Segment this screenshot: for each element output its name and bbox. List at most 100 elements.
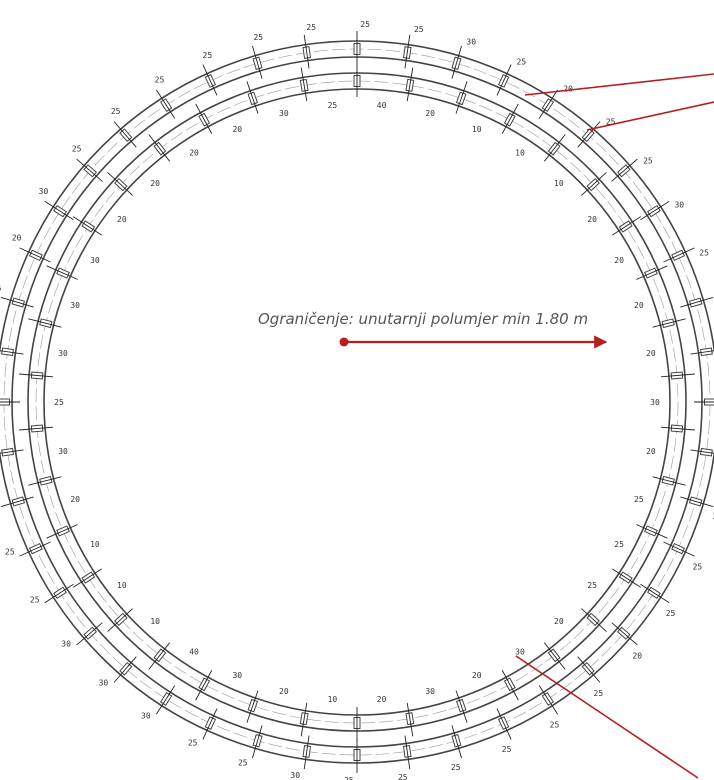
- outer-ring-dimension-tick: [202, 64, 218, 96]
- inner-ring-label: 10: [150, 617, 160, 626]
- outer-ring-dimension-tick: [690, 350, 714, 355]
- outer-ring-dimension-tick: [451, 725, 462, 759]
- inner-ring-segment-line: [35, 80, 679, 724]
- callout-line-1: [524, 73, 714, 96]
- inner-ring-dimension-tick: [195, 103, 213, 134]
- inner-ring-label: 20: [425, 109, 435, 118]
- outer-ring-label: 25: [111, 107, 121, 116]
- radius-annotation: Ograničenje: unutarnji polumjer min 1.80…: [258, 310, 608, 349]
- inner-ring-label: 30: [515, 647, 525, 656]
- outer-ring-label: 25: [594, 689, 604, 698]
- outer-ring-dimension-tick: [303, 34, 310, 69]
- outer-ring-dimension-tick: [577, 121, 601, 148]
- inner-ring-label: 30: [58, 447, 68, 456]
- outer-ring-label: 25: [238, 758, 248, 767]
- inner-ring-label: 30: [58, 349, 68, 358]
- outer-ring-label: 25: [155, 76, 165, 85]
- inner-ring-label: 20: [646, 349, 656, 358]
- outer-ring-label: 25: [72, 144, 82, 153]
- inner-ring-dimension-tick: [612, 568, 642, 588]
- inner-ring-label: 30: [425, 687, 435, 696]
- outer-ring-dimension-tick: [0, 350, 24, 355]
- outer-ring-dimension-tick: [76, 158, 103, 182]
- outer-ring-label: 25: [502, 745, 512, 754]
- outer-ring-label: 25: [360, 20, 370, 29]
- inner-ring-dimension-tick: [19, 426, 54, 431]
- outer-ring-label: 25: [30, 596, 40, 605]
- inner-ring-dimension-tick: [660, 373, 695, 378]
- outer-ring-outer-edge: [0, 40, 714, 764]
- outer-ring-label: 30: [141, 712, 151, 721]
- inner-ring-label: 30: [70, 301, 80, 310]
- outer-ring-label: 25: [0, 284, 2, 293]
- inner-ring-dimension-tick: [406, 67, 414, 102]
- inner-ring-label: 20: [189, 149, 199, 158]
- outer-ring-dimension-tick: [19, 541, 51, 557]
- outer-ring-label: 20: [563, 84, 573, 93]
- inner-ring-dimension-tick: [581, 608, 607, 632]
- inner-ring-label: 20: [472, 671, 482, 680]
- inner-ring-inner-edge: [43, 88, 671, 716]
- outer-ring-dimension-tick: [690, 449, 714, 454]
- inner-ring-label: 25: [587, 581, 597, 590]
- outer-ring-dimension-tick: [0, 297, 34, 308]
- inner-ring-dimension-tick: [406, 702, 414, 737]
- outer-ring-dimension-tick: [0, 496, 34, 507]
- outer-ring-dimension-tick: [252, 45, 263, 79]
- outer-ring-segment-line: [3, 48, 711, 756]
- outer-ring-label: 25: [188, 738, 198, 747]
- inner-ring-label: 10: [515, 149, 525, 158]
- outer-ring-label: 20: [632, 652, 642, 661]
- inner-ring-label: 30: [232, 671, 242, 680]
- outer-ring-label: 20: [12, 234, 22, 243]
- outer-ring-label: 25: [606, 118, 616, 127]
- outer-ring-dimension-tick: [202, 708, 218, 740]
- inner-ring-label: 30: [279, 109, 289, 118]
- inner-ring-dimension-tick: [246, 81, 259, 114]
- inner-ring-label: 40: [189, 647, 199, 656]
- outer-ring-dimension-tick: [156, 685, 176, 715]
- inner-ring-label: 25: [54, 398, 64, 407]
- inner-ring-label: 20: [377, 695, 387, 704]
- outer-ring-label: 30: [99, 678, 109, 687]
- inner-ring-label: 20: [150, 179, 160, 188]
- inner-ring-label: 20: [554, 617, 564, 626]
- outer-ring-label: 30: [713, 512, 714, 521]
- outer-ring-dimension-tick: [404, 34, 411, 69]
- outer-ring-label: 30: [290, 771, 300, 780]
- outer-ring-label: 30: [674, 200, 684, 209]
- inner-ring-dimension-tick: [581, 172, 607, 196]
- inner-track-ring: [19, 63, 695, 741]
- inner-ring-label: 20: [232, 125, 242, 134]
- inner-ring-dimension-tick: [195, 670, 213, 701]
- inner-ring-dimension-tick: [636, 265, 668, 280]
- inner-ring-label: 20: [70, 495, 80, 504]
- outer-ring-label: 25: [517, 58, 527, 67]
- outer-ring-dimension-tick: [252, 725, 263, 759]
- outer-ring-dimension-tick: [156, 89, 176, 119]
- inner-ring-dimension-tick: [246, 690, 259, 723]
- callout-lines: [515, 73, 714, 779]
- outer-ring-dimension-tick: [44, 583, 74, 603]
- outer-ring-label: 25: [398, 773, 408, 780]
- callout-line-2: [586, 101, 714, 131]
- outer-ring-dimension-tick: [611, 158, 638, 182]
- radius-caption: Ograničenje: unutarnji polumjer min 1.80…: [258, 310, 588, 328]
- outer-ring-dimension-tick: [611, 622, 638, 646]
- inner-ring-dimension-tick: [501, 670, 519, 701]
- outer-ring-dimension-tick: [496, 64, 512, 96]
- inner-ring-label: 10: [472, 125, 482, 134]
- inner-ring-label: 30: [650, 398, 660, 407]
- outer-ring-dimension-tick: [404, 735, 411, 770]
- inner-ring-dimension-tick: [46, 265, 78, 280]
- inner-ring-dimension-tick: [148, 642, 171, 670]
- outer-ring-dimension-tick: [577, 656, 601, 683]
- outer-ring-dimension-tick: [0, 449, 24, 454]
- outer-ring-label: 25: [451, 763, 461, 772]
- outer-ring-label: 30: [61, 639, 71, 648]
- inner-ring-dimension-tick: [46, 524, 78, 539]
- outer-ring-dimension-tick: [663, 541, 695, 557]
- outer-ring-dimension-tick: [538, 685, 558, 715]
